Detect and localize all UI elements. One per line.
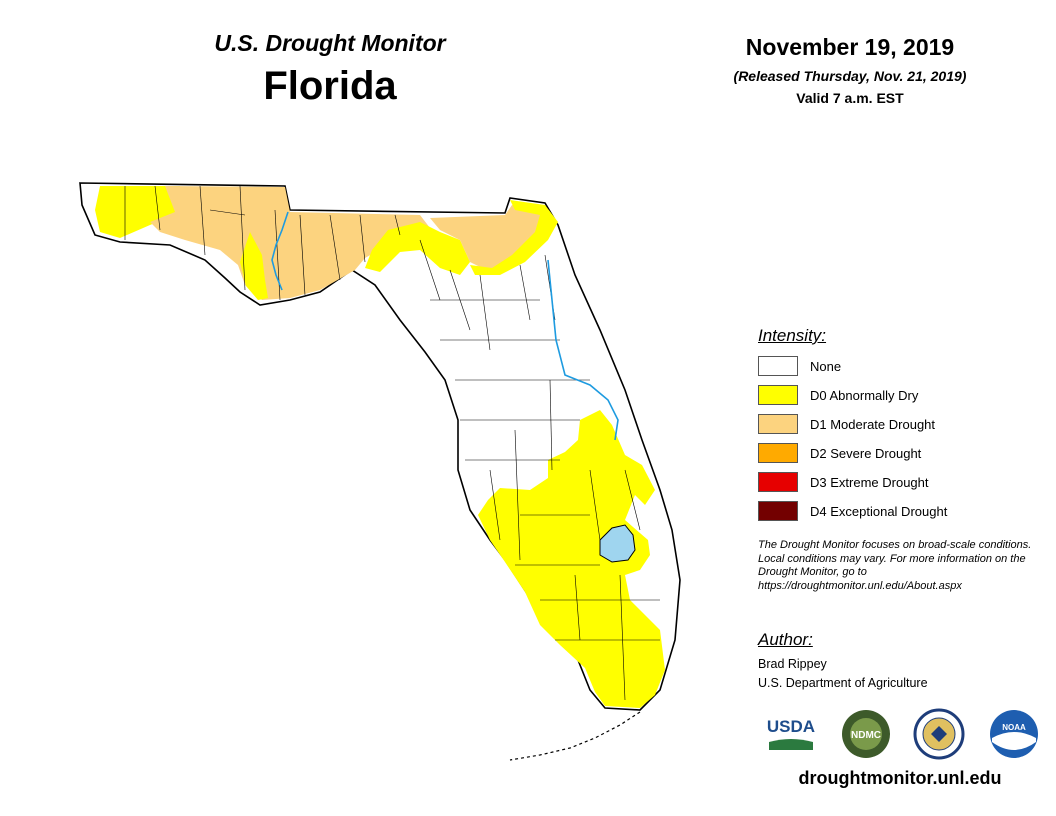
legend-title: Intensity:	[758, 326, 827, 345]
legend-item: D4 Exceptional Drought	[758, 500, 947, 522]
valid-time: Valid 7 a.m. EST	[796, 90, 904, 106]
lake-okeechobee	[599, 524, 636, 563]
legend-label: D3 Extreme Drought	[810, 474, 929, 490]
d0-region-south	[478, 410, 665, 708]
noaa-logo-text: NOAA	[1002, 723, 1026, 732]
legend-swatch	[758, 443, 798, 463]
legend-swatch	[758, 385, 798, 405]
author-title: Author:	[758, 630, 813, 649]
noaa-logo: NOAA	[990, 710, 1038, 758]
apalachicola-river	[271, 211, 289, 291]
state-title: Florida	[263, 64, 397, 108]
st-johns-river	[547, 259, 619, 441]
author-name: Brad Rippey	[758, 657, 827, 671]
usda-logo-text: USDA	[767, 717, 815, 736]
legend-swatch	[758, 472, 798, 492]
d1-region-northeast	[430, 205, 548, 272]
d0-region-northeast-edge	[470, 200, 558, 275]
legend-item: D1 Moderate Drought	[758, 413, 935, 435]
d1-region-panhandle	[150, 186, 430, 300]
author-org: U.S. Department of Agriculture	[758, 676, 928, 690]
legend-label: D4 Exceptional Drought	[810, 503, 948, 519]
d0-region-big-bend	[240, 232, 268, 300]
legend-label: None	[810, 358, 842, 374]
legend-label: D1 Moderate Drought	[810, 416, 936, 432]
website-url[interactable]: droughtmonitor.unl.edu	[798, 768, 1002, 788]
d0-region-north-central	[365, 222, 470, 275]
legend-swatch	[758, 414, 798, 434]
doc-seal-logo	[913, 708, 965, 760]
monitor-note: The Drought Monitor focuses on broad-sca…	[758, 539, 1032, 592]
legend-swatch	[758, 356, 798, 376]
florida-keys	[509, 711, 641, 761]
monitor-title: U.S. Drought Monitor	[214, 30, 446, 56]
legend-item: None	[758, 355, 841, 377]
legend-item: D3 Extreme Drought	[758, 471, 929, 493]
legend-item: D2 Severe Drought	[758, 442, 921, 464]
release-date: (Released Thursday, Nov. 21, 2019)	[733, 68, 967, 84]
ndmc-logo-text: NDMC	[851, 730, 881, 741]
legend-label: D2 Severe Drought	[810, 445, 922, 461]
legend-item: D0 Abnormally Dry	[758, 384, 918, 406]
legend-swatch	[758, 501, 798, 521]
usda-logo: USDA	[767, 717, 815, 750]
legend-label: D0 Abnormally Dry	[810, 387, 919, 403]
d0-region-panhandle-west	[95, 186, 180, 238]
ndmc-logo: NDMC	[842, 710, 890, 758]
map-date: November 19, 2019	[745, 34, 955, 60]
